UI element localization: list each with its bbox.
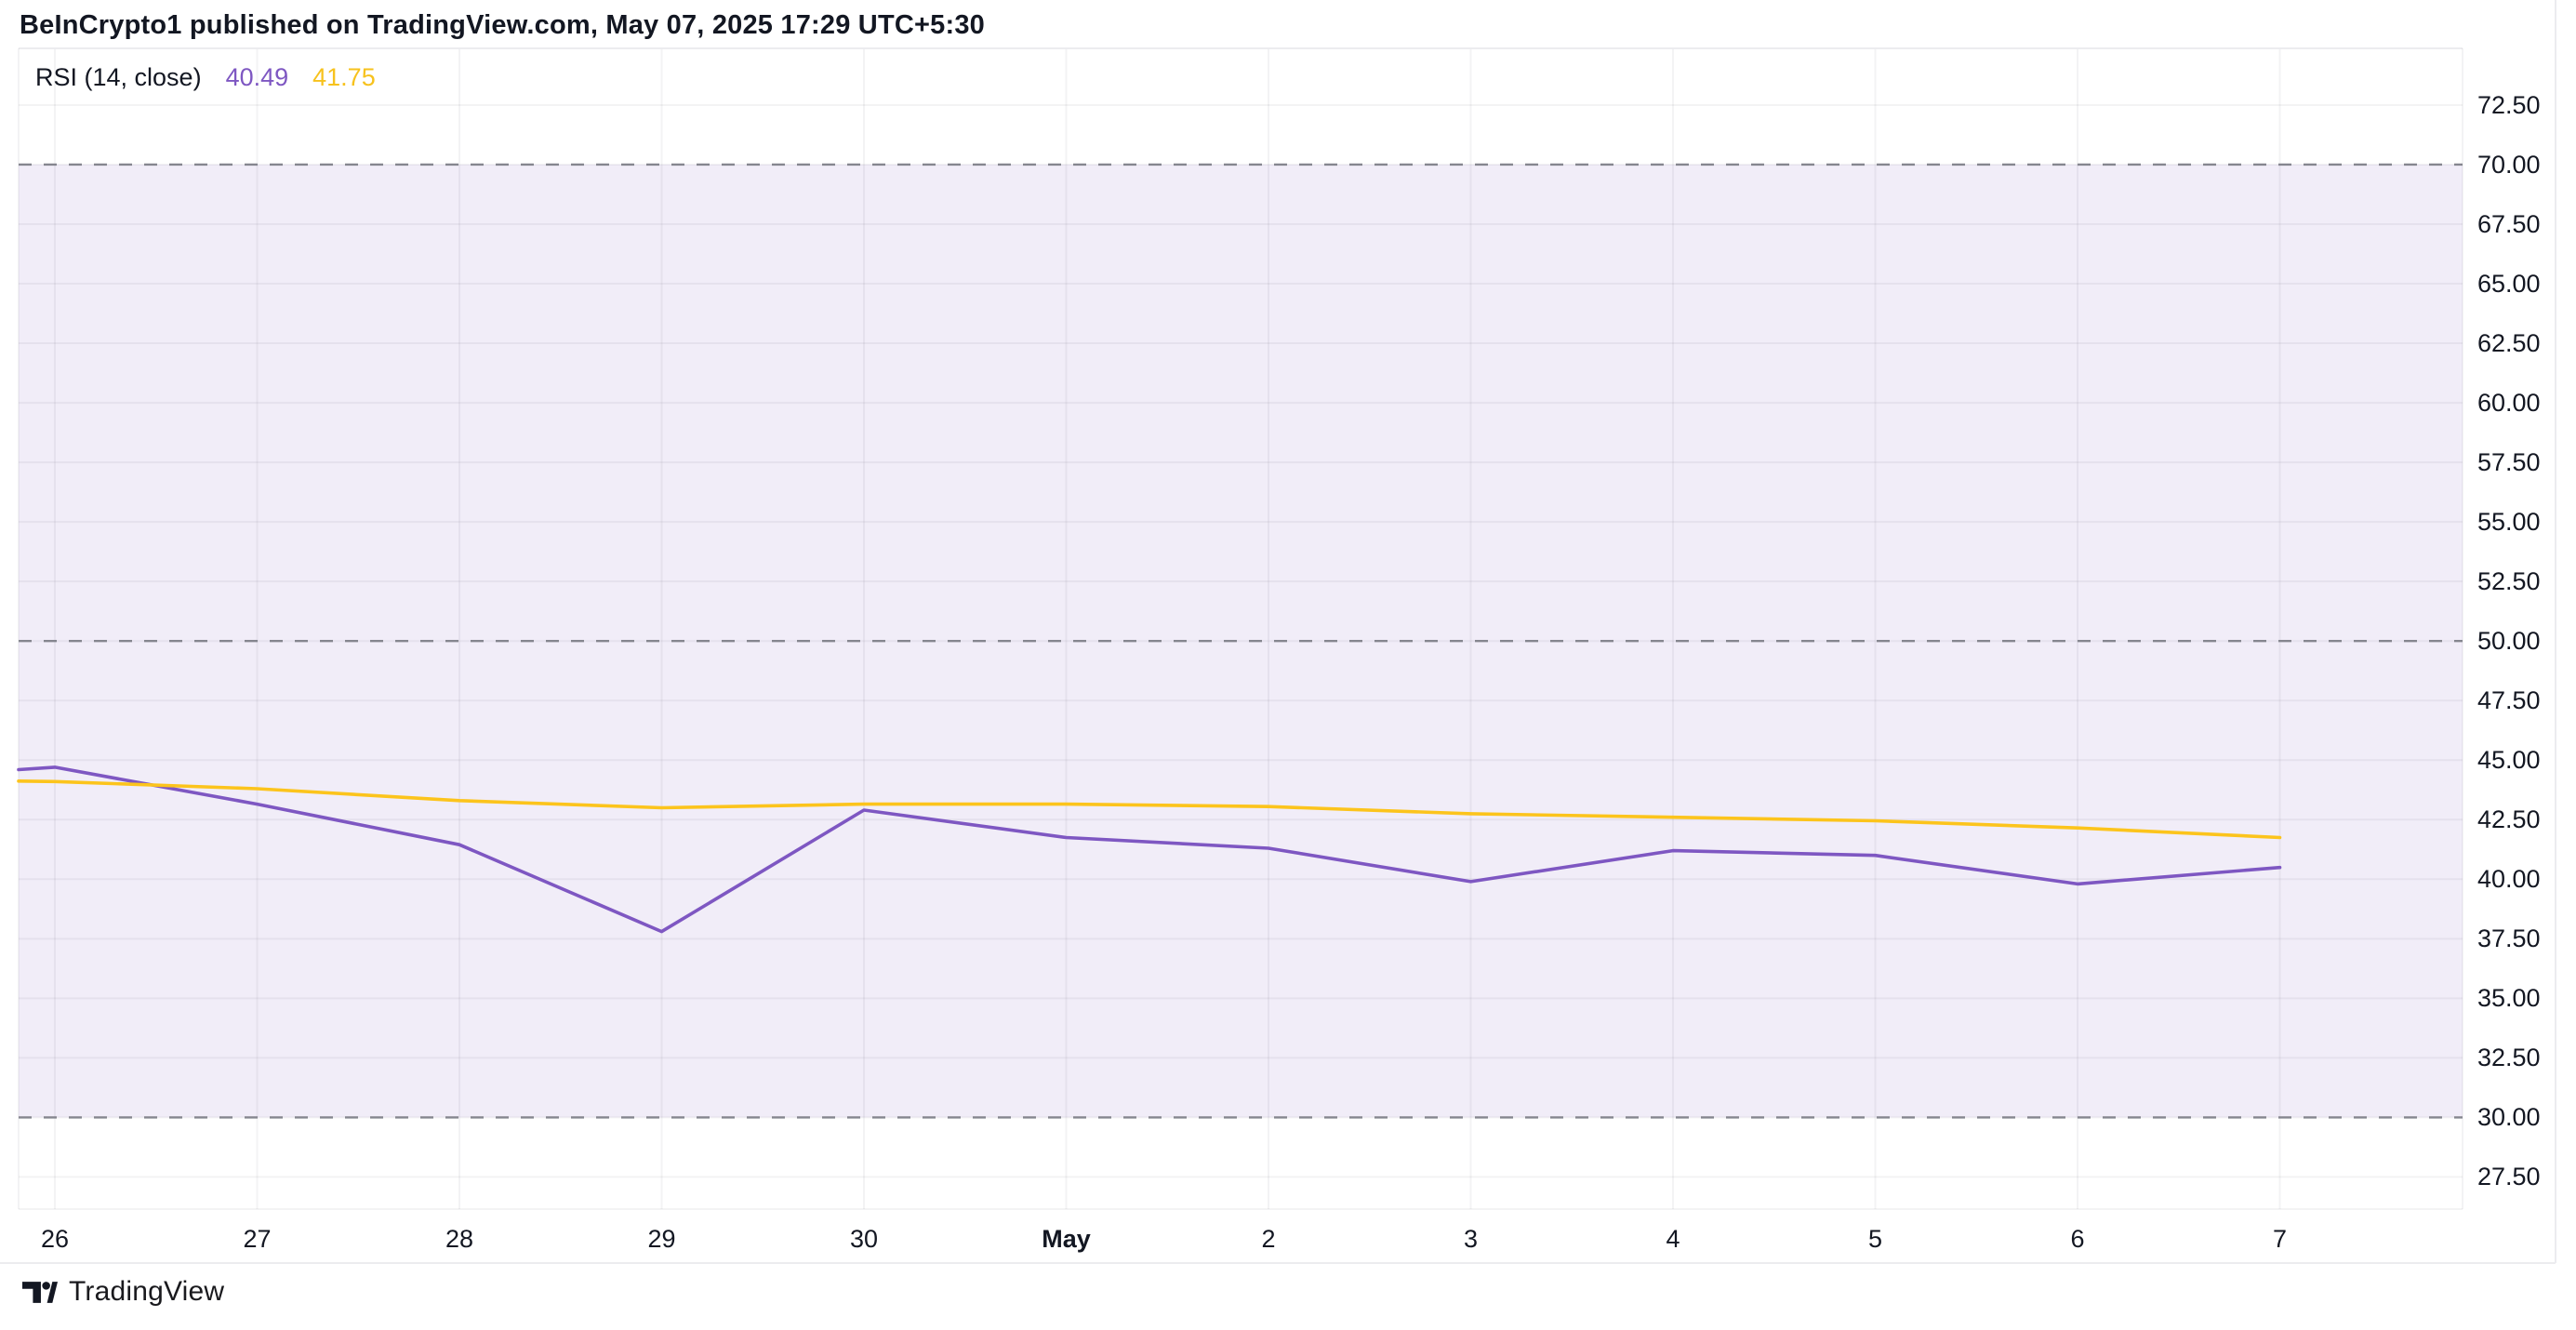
rsi-ma-line xyxy=(17,778,2282,840)
x-axis-label: May xyxy=(1042,1225,1091,1253)
indicator-legend: RSI (14, close) 40.49 41.75 xyxy=(35,63,376,92)
y-axis-label: 27.50 xyxy=(2477,1163,2541,1191)
rsi-last-value: 40.49 xyxy=(225,63,289,91)
y-axis-label: 72.50 xyxy=(2477,90,2541,119)
x-axis-label: 30 xyxy=(849,1225,879,1253)
ma-last-value: 41.75 xyxy=(312,63,376,91)
y-axis-label: 67.50 xyxy=(2477,210,2541,238)
y-axis-label: 60.00 xyxy=(2477,389,2541,418)
y-axis-label: 57.50 xyxy=(2477,448,2541,477)
y-axis-label: 62.50 xyxy=(2477,329,2541,358)
y-axis-label: 70.00 xyxy=(2477,150,2541,179)
page-title: BeInCrypto1 published on TradingView.com… xyxy=(20,10,985,40)
y-axis-label: 30.00 xyxy=(2477,1103,2541,1132)
y-axis-label: 37.50 xyxy=(2477,924,2541,953)
rsi-line xyxy=(17,765,2282,934)
x-axis-label: 4 xyxy=(1666,1225,1680,1253)
y-axis-label: 55.00 xyxy=(2477,508,2541,537)
y-axis-label: 65.00 xyxy=(2477,270,2541,299)
y-axis-label: 35.00 xyxy=(2477,984,2541,1013)
x-axis-label: 26 xyxy=(40,1225,70,1253)
x-axis-label: 5 xyxy=(1867,1225,1883,1253)
x-axis-label: 2 xyxy=(1261,1225,1276,1253)
x-axis-label: 28 xyxy=(445,1225,474,1253)
x-axis-label: 6 xyxy=(2070,1225,2085,1253)
tradingview-logo-icon xyxy=(22,1281,58,1303)
y-axis-label: 52.50 xyxy=(2477,567,2541,596)
y-axis-label: 32.50 xyxy=(2477,1044,2541,1072)
x-axis-label: 29 xyxy=(647,1225,676,1253)
y-axis-label: 50.00 xyxy=(2477,627,2541,656)
x-axis-label: 27 xyxy=(243,1225,272,1253)
tradingview-brand-text: TradingView xyxy=(69,1276,225,1307)
y-axis-label: 40.00 xyxy=(2477,865,2541,894)
x-axis-label: 7 xyxy=(2272,1225,2288,1253)
tradingview-link[interactable]: TradingView xyxy=(22,1276,224,1308)
y-axis-label: 42.50 xyxy=(2477,805,2541,834)
indicator-title: RSI (14, close) xyxy=(35,63,202,91)
y-axis-label: 47.50 xyxy=(2477,686,2541,715)
x-axis-label: 3 xyxy=(1463,1225,1479,1253)
y-axis-label: 45.00 xyxy=(2477,746,2541,775)
